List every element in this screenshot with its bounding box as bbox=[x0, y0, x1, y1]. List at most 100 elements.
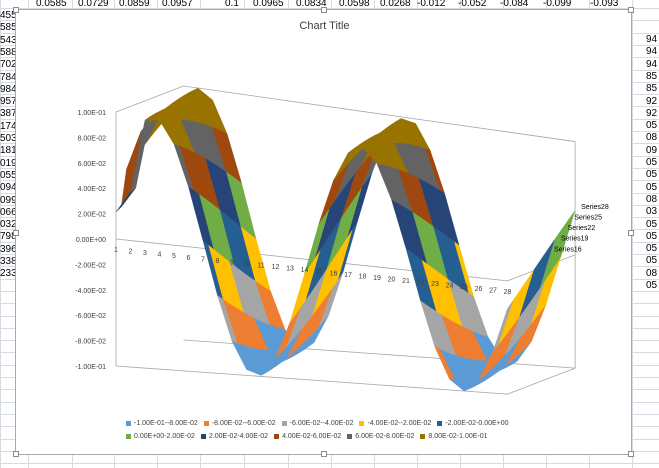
cell-value[interactable]: 174 bbox=[0, 120, 17, 132]
cell-value[interactable]: 94 bbox=[646, 58, 658, 70]
cell-value[interactable]: 0.0834 bbox=[296, 0, 327, 9]
cell-value[interactable]: 05 bbox=[646, 230, 658, 242]
cell-value[interactable]: 92 bbox=[646, 107, 658, 119]
legend-item[interactable]: 4.00E-02-6.00E-02 bbox=[274, 433, 341, 440]
cell-value[interactable]: -0.099 bbox=[543, 0, 572, 9]
cell-value[interactable]: 338 bbox=[0, 256, 17, 267]
cell-value[interactable]: 85 bbox=[646, 83, 658, 95]
cell-value[interactable]: 066 bbox=[0, 206, 17, 218]
cell-value[interactable]: 0.0965 bbox=[253, 0, 284, 9]
cell-value[interactable]: 08 bbox=[646, 193, 658, 205]
cell-value[interactable]: 05 bbox=[646, 243, 658, 255]
cell-value[interactable]: 05 bbox=[646, 255, 658, 267]
cell-value[interactable]: 0.0859 bbox=[119, 0, 150, 9]
cell-value[interactable]: 05 bbox=[646, 157, 658, 168]
cell-value[interactable]: -0.012 bbox=[417, 0, 446, 9]
resize-handle[interactable] bbox=[628, 230, 634, 236]
cell-value[interactable]: 798 bbox=[0, 231, 17, 243]
cell-value[interactable]: 85 bbox=[646, 70, 658, 82]
x-tick-label: 23 bbox=[431, 281, 439, 288]
cell-value[interactable]: 055 bbox=[0, 169, 17, 181]
legend-item[interactable]: 8.00E-02-1.00E-01 bbox=[420, 433, 488, 440]
x-tick-label: 21 bbox=[402, 278, 410, 285]
cell-value[interactable]: 05 bbox=[646, 120, 658, 132]
cell-value[interactable]: 05 bbox=[646, 218, 658, 230]
cell-value[interactable]: 957 bbox=[0, 96, 17, 108]
cell-value[interactable]: -0.093 bbox=[590, 0, 619, 9]
legend-item[interactable]: -4.00E-02--2.00E-02 bbox=[359, 420, 431, 427]
cell-value[interactable]: 019 bbox=[0, 157, 17, 169]
resize-handle[interactable] bbox=[628, 451, 634, 457]
legend-item[interactable]: -8.00E-02--6.00E-02 bbox=[203, 420, 276, 427]
legend-swatch bbox=[437, 421, 443, 426]
surface-patch bbox=[492, 300, 513, 352]
resize-handle[interactable] bbox=[321, 7, 327, 13]
resize-handle[interactable] bbox=[13, 230, 19, 236]
cell-value[interactable]: 03 bbox=[646, 206, 658, 218]
cell-value[interactable]: 0.0268 bbox=[380, 0, 411, 9]
cell-value[interactable]: 984 bbox=[0, 83, 17, 95]
cell-value[interactable]: 233 bbox=[0, 268, 17, 280]
legend-item[interactable]: -1.00E-01--8.00E-02 bbox=[126, 420, 198, 427]
series-tick-label: Series25 bbox=[574, 214, 602, 221]
cell-value[interactable]: 94 bbox=[646, 34, 658, 45]
x-tick-label: 9 bbox=[230, 259, 234, 266]
legend-item[interactable]: 6.00E-02-8.00E-02 bbox=[347, 433, 414, 440]
x-tick-label: 11 bbox=[257, 263, 264, 270]
chart-title[interactable]: Chart Title bbox=[299, 20, 350, 32]
legend-label: 2.00E-02-4.00E-02 bbox=[208, 433, 269, 440]
cell-value[interactable]: 05 bbox=[646, 169, 658, 181]
cell-value[interactable]: 032 bbox=[0, 219, 17, 231]
cell-value[interactable]: 387 bbox=[0, 108, 17, 120]
chart-area[interactable]: Chart Title 1.00E-01 8.00E-02 6.00E-02 4.00… bbox=[13, 7, 634, 457]
surface-plot: 1.00E-01 8.00E-02 6.00E-02 4.00E-02 2.00E-02… bbox=[75, 85, 609, 395]
cell-value[interactable]: 09 bbox=[646, 144, 658, 156]
cell-value[interactable]: 0.0729 bbox=[78, 0, 109, 9]
cell-value[interactable]: 702 bbox=[0, 59, 17, 71]
cell-value[interactable]: 08 bbox=[646, 267, 658, 279]
cell-value[interactable]: 94 bbox=[646, 46, 658, 58]
floor-edge bbox=[507, 367, 576, 395]
cell-value[interactable]: 784 bbox=[0, 71, 17, 83]
cell-value[interactable]: 396 bbox=[0, 243, 17, 255]
x-tick-label: 3 bbox=[143, 250, 147, 257]
cell-value[interactable]: 08 bbox=[646, 132, 658, 144]
resize-handle[interactable] bbox=[13, 451, 19, 457]
resize-handle[interactable] bbox=[13, 7, 19, 13]
x-tick-label: 4 bbox=[158, 252, 162, 259]
cell-value[interactable]: 0.1 bbox=[225, 0, 239, 9]
legend-item[interactable]: 2.00E-02-4.00E-02 bbox=[200, 433, 269, 440]
cell-value[interactable]: 0.0598 bbox=[339, 0, 370, 9]
z-tick-label: -2.00E-02 bbox=[75, 262, 106, 269]
legend-item[interactable]: -6.00E-02--4.00E-02 bbox=[281, 420, 353, 427]
cell-value[interactable]: 543 bbox=[0, 34, 17, 46]
resize-handle[interactable] bbox=[321, 451, 327, 457]
cell-value[interactable]: 0.0957 bbox=[162, 0, 193, 9]
x-tick-label: 25 bbox=[460, 284, 468, 291]
cell-value[interactable]: 588 bbox=[0, 46, 17, 58]
cell-value[interactable]: 094 bbox=[0, 182, 17, 194]
cell-value[interactable]: 05 bbox=[646, 181, 658, 193]
legend-label: -2.00E-02-0.00E+00 bbox=[445, 420, 509, 427]
cell-value[interactable]: -0.084 bbox=[500, 0, 529, 9]
legend-item[interactable]: 0.00E+00-2.00E-02 bbox=[126, 433, 195, 440]
legend-swatch bbox=[203, 421, 209, 426]
cell-value[interactable]: 455 bbox=[0, 10, 17, 21]
cell-value[interactable]: 05 bbox=[646, 280, 658, 291]
floor-edge bbox=[115, 365, 508, 395]
legend-label: -4.00E-02--2.00E-02 bbox=[367, 420, 432, 427]
resize-handle[interactable] bbox=[628, 7, 634, 13]
cell-value[interactable]: 585 bbox=[0, 22, 17, 34]
cell-value[interactable]: 92 bbox=[646, 95, 658, 107]
cell-value[interactable]: -0.052 bbox=[458, 0, 487, 9]
wall-edge bbox=[183, 85, 576, 142]
legend[interactable]: -1.00E-01--8.00E-02 -8.00E-02--6.00E-02 -6… bbox=[126, 420, 566, 446]
legend-item[interactable]: -2.00E-02-0.00E+00 bbox=[437, 420, 509, 427]
x-tick-label: 22 bbox=[417, 280, 425, 287]
cell-value[interactable]: 099 bbox=[0, 194, 17, 206]
cell-value[interactable]: 181 bbox=[0, 145, 17, 157]
x-tick-label: 18 bbox=[359, 273, 367, 280]
legend-row: -1.00E-01--8.00E-02 -8.00E-02--6.00E-02 -6… bbox=[126, 420, 566, 427]
cell-value[interactable]: 503 bbox=[0, 133, 17, 144]
cell-value[interactable]: 0.0585 bbox=[36, 0, 67, 9]
